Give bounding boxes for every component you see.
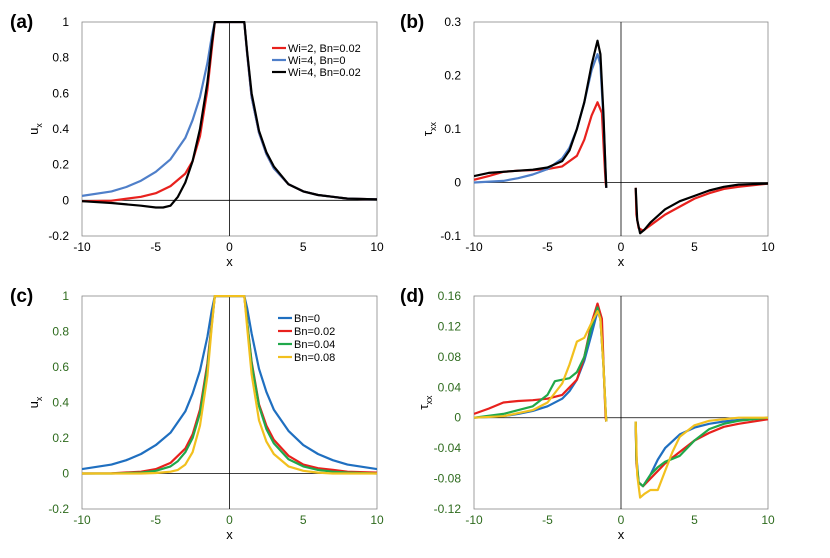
- y-tick-label: -0.08: [434, 472, 462, 486]
- x-tick-label: 10: [761, 513, 775, 527]
- x-tick-label: 0: [226, 513, 233, 527]
- y-tick-label: -0.1: [440, 229, 461, 243]
- legend-entry: Wi=4, Bn=0: [288, 55, 345, 67]
- legend-entry: Bn=0.04: [294, 339, 335, 351]
- y-tick-label: 0.6: [52, 360, 69, 374]
- x-tick-label: -10: [73, 240, 91, 254]
- y-tick-label: 0.1: [444, 122, 461, 136]
- y-tick-label: 0: [454, 176, 461, 190]
- y-tick-label: 0.6: [52, 86, 69, 100]
- y-tick-label: 0.3: [444, 15, 461, 29]
- x-tick-label: 5: [691, 240, 698, 254]
- y-tick-label: 0.08: [438, 350, 462, 364]
- y-tick-label: -0.04: [434, 441, 462, 455]
- x-tick-label: -5: [542, 240, 553, 254]
- y-tick-label: 0: [62, 467, 69, 481]
- panel-a: -10 -5 0 5 10 -0.2 0 0.2 0.4 0.6 0.8 1 x ux (a) Wi=2, B…: [10, 12, 384, 269]
- x-tick-label: 0: [618, 240, 625, 254]
- panel-b: -10 -5 0 5 10 -0.1 0 0.1 0.2 0.3 x τxx (b): [400, 12, 775, 269]
- series-line: [82, 295, 377, 475]
- x-tick-label: 10: [370, 240, 384, 254]
- y-tick-label: 0.16: [438, 289, 462, 303]
- series-line: [474, 310, 768, 499]
- y-axis-label: ux: [26, 396, 44, 408]
- y-tick-label: 1: [62, 15, 69, 29]
- x-axis-label: x: [226, 254, 233, 269]
- y-axis-label: ux: [26, 123, 44, 135]
- y-axis-label: τxx: [416, 395, 434, 410]
- panel-d: -10 -5 0 5 10 -0.12 -0.08 -0.04 0 0.04 0.08 0.12 0.1…: [400, 286, 775, 542]
- x-tick-label: -10: [465, 240, 483, 254]
- x-tick-label: -5: [150, 513, 161, 527]
- y-tick-label: -0.2: [48, 229, 69, 243]
- y-tick-label: 0: [62, 193, 69, 207]
- y-tick-label: 0.4: [52, 396, 69, 410]
- y-tick-label: 0.8: [52, 51, 69, 65]
- legend-entry: Wi=4, Bn=0.02: [288, 67, 361, 79]
- y-tick-label: 0.12: [438, 319, 462, 333]
- x-tick-label: 10: [370, 513, 384, 527]
- x-tick-label: -5: [150, 240, 161, 254]
- legend-entry: Bn=0.02: [294, 326, 335, 338]
- y-tick-label: 0.04: [438, 380, 462, 394]
- x-axis-label: x: [618, 254, 625, 269]
- y-tick-label: 0.2: [444, 69, 461, 83]
- series-line: [474, 39, 768, 235]
- y-tick-label: -0.12: [434, 502, 462, 516]
- legend-entry: Wi=2, Bn=0.02: [288, 43, 361, 55]
- x-axis-label: x: [226, 527, 233, 542]
- x-tick-label: -5: [542, 513, 553, 527]
- y-tick-label: 0.8: [52, 325, 69, 339]
- x-tick-label: -10: [465, 513, 483, 527]
- y-tick-label: 0.2: [52, 158, 69, 172]
- x-tick-label: 0: [618, 513, 625, 527]
- series-line: [82, 21, 377, 209]
- x-tick-label: -10: [73, 513, 91, 527]
- y-tick-label: 1: [62, 289, 69, 303]
- x-tick-label: 0: [226, 240, 233, 254]
- panel-label: (a): [10, 12, 33, 33]
- y-tick-label: -0.2: [48, 502, 69, 516]
- y-axis-label: τxx: [420, 121, 438, 136]
- x-tick-label: 5: [300, 513, 307, 527]
- x-tick-label: 10: [761, 240, 775, 254]
- x-tick-label: 5: [691, 513, 698, 527]
- panel-label: (b): [400, 12, 424, 33]
- panel-label: (c): [10, 286, 33, 307]
- y-tick-label: 0.2: [52, 431, 69, 445]
- x-axis-label: x: [618, 527, 625, 542]
- y-tick-label: 0: [454, 411, 461, 425]
- legend-entry: Bn=0: [294, 313, 320, 325]
- legend-entry: Bn=0.08: [294, 352, 335, 364]
- y-tick-label: 0.4: [52, 122, 69, 136]
- panel-label: (d): [400, 286, 424, 307]
- panel-c: -10 -5 0 5 10-0.200.20.40.60.81xux(c)Bn=0Bn=…: [10, 286, 384, 542]
- x-tick-label: 5: [300, 240, 307, 254]
